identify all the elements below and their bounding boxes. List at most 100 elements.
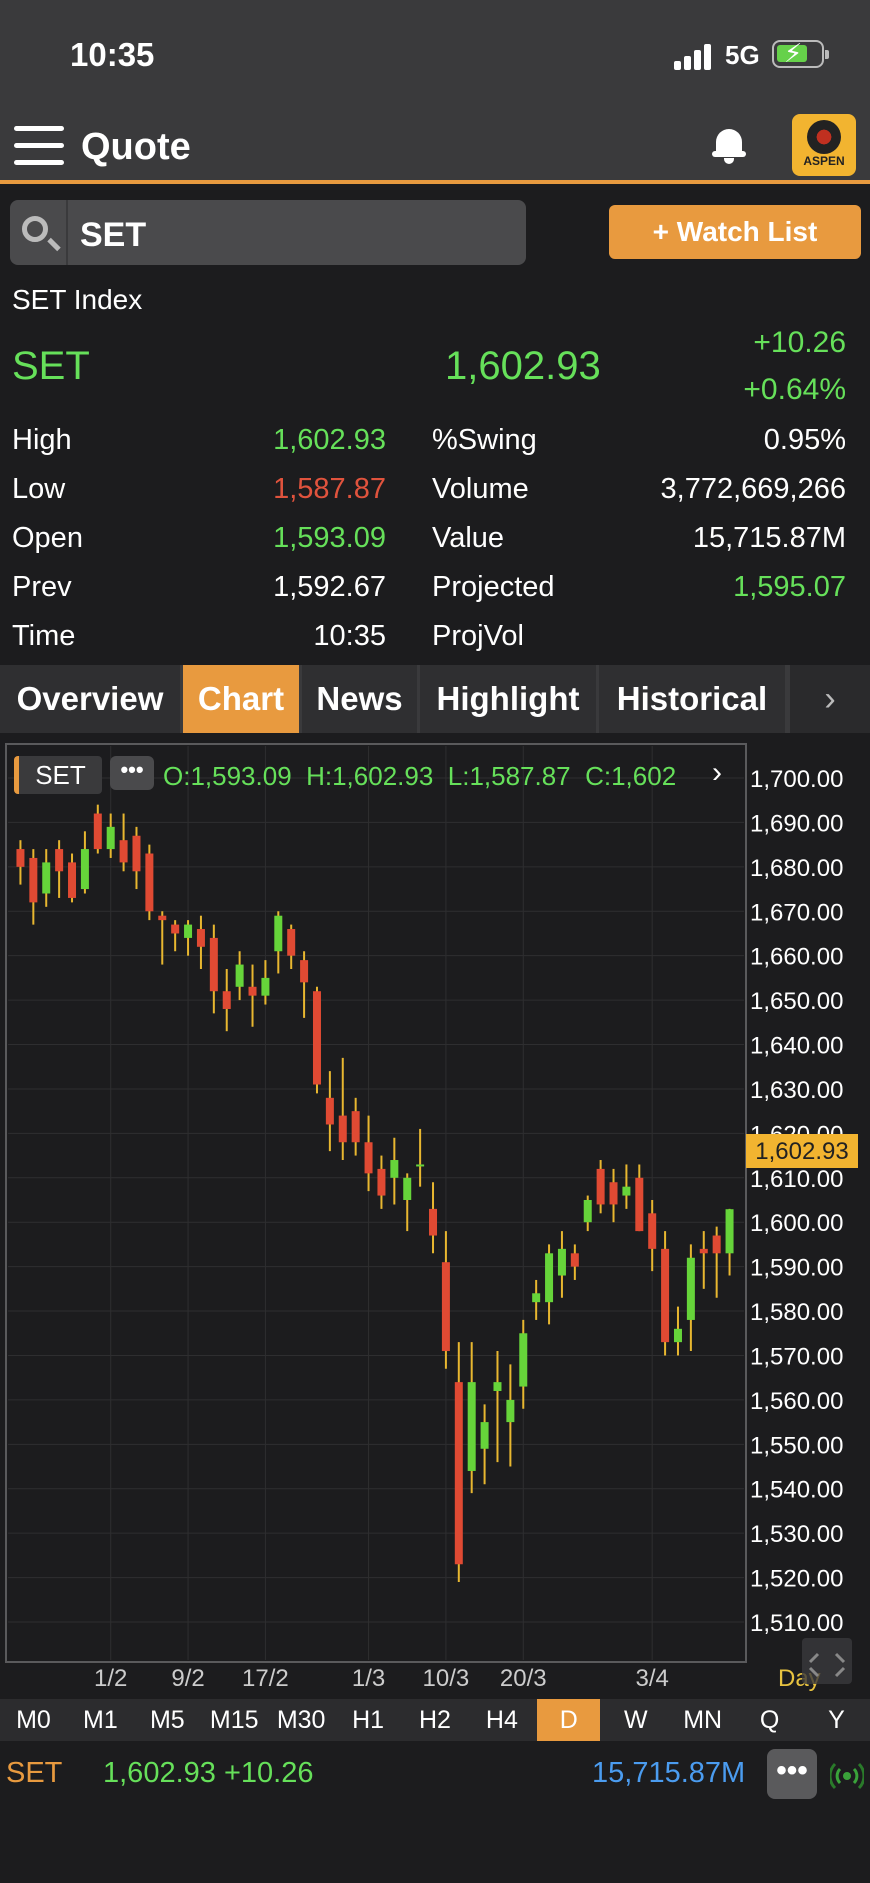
candle-body <box>699 1248 708 1254</box>
price-change-percent: +0.64% <box>743 373 846 406</box>
candle-body <box>441 1262 450 1352</box>
candle-body <box>583 1200 592 1223</box>
candle-body <box>454 1382 463 1565</box>
timeframe-d[interactable]: D <box>537 1699 601 1741</box>
candle-body <box>184 924 193 938</box>
candle <box>93 804 102 854</box>
aspen-logo[interactable]: ASPEN <box>792 114 856 176</box>
candle <box>55 840 64 898</box>
timeframe-mn[interactable]: MN <box>683 1706 723 1734</box>
tab-overview[interactable]: Overview <box>0 665 180 733</box>
candle-body <box>712 1235 721 1254</box>
stat-label: Low <box>12 473 66 505</box>
tab-historical[interactable]: Historical <box>599 665 785 733</box>
candle-body <box>570 1253 579 1267</box>
tab-chart[interactable]: Chart <box>183 665 299 733</box>
stat-label: ProjVol <box>432 620 524 652</box>
timeframe-m15[interactable]: M15 <box>209 1706 259 1734</box>
y-tick-label: 1,650.00 <box>750 988 843 1015</box>
candle <box>209 924 218 1014</box>
candle-body <box>596 1168 605 1205</box>
timeframe-h2[interactable]: H2 <box>419 1706 451 1734</box>
candle <box>416 1128 425 1187</box>
candle <box>235 951 244 1001</box>
y-tick-label: 1,560.00 <box>750 1388 843 1415</box>
bottom-value: 15,715.87M <box>592 1757 746 1789</box>
stat-value: 1,602.93 <box>273 424 386 456</box>
timeframe-q[interactable]: Q <box>759 1706 780 1734</box>
y-tick-label: 1,600.00 <box>750 1210 843 1237</box>
last-price: 1,602.93 <box>445 344 601 388</box>
search-divider <box>66 200 68 265</box>
candle-body <box>506 1399 515 1423</box>
stat-label: High <box>12 424 72 456</box>
quote-tabs: Overview Chart News Highlight Historical… <box>0 665 870 733</box>
candle <box>325 1071 334 1152</box>
y-tick-label: 1,580.00 <box>750 1299 843 1326</box>
symbol-search[interactable]: SET <box>10 200 526 265</box>
menu-icon[interactable] <box>14 124 64 168</box>
x-axis: 1/2 9/2 17/2 1/3 10/3 20/3 3/4 <box>94 1665 669 1692</box>
candle-body <box>222 991 231 1009</box>
candle-body <box>42 862 51 894</box>
candle <box>80 831 89 894</box>
timeframe-m0[interactable]: M0 <box>16 1706 51 1734</box>
candle-body <box>673 1328 682 1343</box>
candle <box>699 1231 708 1289</box>
security-symbol: SET <box>12 344 90 388</box>
y-tick-label: 1,590.00 <box>750 1255 843 1282</box>
x-tick-label: 1/3 <box>352 1665 385 1692</box>
expand-icon[interactable] <box>802 1638 852 1684</box>
add-watchlist-button[interactable]: + Watch List <box>609 205 861 259</box>
candle <box>583 1195 592 1232</box>
timeframe-h4[interactable]: H4 <box>485 1706 518 1734</box>
candle <box>673 1306 682 1356</box>
candle <box>609 1168 618 1223</box>
candle-body <box>145 853 154 912</box>
candle-body <box>29 857 38 903</box>
search-input[interactable]: SET <box>80 216 147 254</box>
more-button[interactable]: ••• <box>767 1749 817 1799</box>
current-price-marker <box>746 1134 858 1168</box>
price-change: +10.26 <box>753 326 846 359</box>
candle-body <box>16 849 25 867</box>
candle <box>222 969 231 1032</box>
timeframe-m5[interactable]: M5 <box>149 1706 185 1734</box>
timeframe-y[interactable]: Y <box>828 1706 845 1734</box>
stat-label: Volume <box>432 473 529 505</box>
candle <box>467 1342 476 1494</box>
candle-body <box>196 929 205 947</box>
chevron-right-icon[interactable]: › <box>712 756 722 789</box>
candle-body <box>661 1248 670 1343</box>
candle-body <box>429 1208 438 1236</box>
tab-news[interactable]: News <box>302 665 417 733</box>
candle-body <box>119 840 128 863</box>
timeframe-h1[interactable]: H1 <box>352 1706 385 1734</box>
candle-body <box>686 1257 695 1320</box>
chevron-right-icon[interactable]: › <box>790 665 870 733</box>
stat-label: Prev <box>12 571 72 603</box>
stat-value: 1,593.09 <box>273 522 386 554</box>
price-chart[interactable]: 1,700.00 1,690.00 1,680.00 1,670.00 1,660.00… <box>0 738 870 1698</box>
candle <box>390 1137 399 1205</box>
candlestick-chart[interactable]: 1,700.00 1,690.00 1,680.00 1,670.00 1,660.00… <box>0 738 870 1698</box>
y-tick-label: 1,610.00 <box>750 1166 843 1193</box>
chart-grid <box>8 746 744 1660</box>
timeframe-m1[interactable]: M1 <box>83 1706 118 1734</box>
candle-body <box>622 1186 631 1196</box>
tab-highlight[interactable]: Highlight <box>420 665 596 733</box>
timeframe-w[interactable]: W <box>623 1706 648 1734</box>
y-tick-label: 1,700.00 <box>750 766 843 793</box>
candle <box>596 1160 605 1214</box>
chart-options-button[interactable]: ••• <box>110 756 154 790</box>
timeframe-m30[interactable]: M30 <box>276 1706 326 1734</box>
signal-icon <box>674 44 714 70</box>
candle-body <box>480 1422 489 1449</box>
candle-body <box>545 1253 554 1303</box>
bell-icon[interactable] <box>712 125 746 165</box>
candle-body <box>403 1177 412 1200</box>
candle-body <box>635 1177 644 1232</box>
chart-symbol-chip[interactable]: SET <box>14 756 102 794</box>
chart-ohlc-readout: O:1,593.09 H:1,602.93 L:1,587.87 C:1,602 <box>163 761 677 791</box>
candle <box>725 1208 734 1276</box>
